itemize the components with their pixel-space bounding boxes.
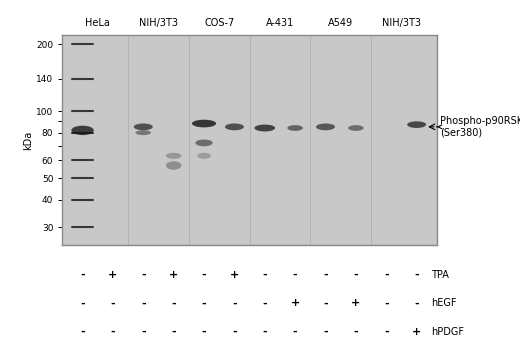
Text: COS-7: COS-7: [204, 18, 235, 28]
Text: A549: A549: [328, 18, 353, 28]
Text: +: +: [169, 270, 178, 280]
Text: -: -: [323, 270, 328, 280]
Text: -: -: [111, 298, 115, 308]
Ellipse shape: [316, 124, 335, 130]
Text: -: -: [202, 270, 206, 280]
Text: NIH/3T3: NIH/3T3: [139, 18, 178, 28]
Ellipse shape: [166, 161, 181, 170]
Text: -: -: [293, 327, 297, 337]
Text: -: -: [141, 327, 146, 337]
Ellipse shape: [166, 153, 181, 159]
Text: -: -: [111, 327, 115, 337]
Text: TPA: TPA: [431, 270, 449, 280]
Text: -: -: [172, 298, 176, 308]
Text: +: +: [291, 298, 300, 308]
Text: -: -: [80, 298, 85, 308]
Ellipse shape: [71, 126, 94, 135]
Text: +: +: [412, 327, 421, 337]
Text: -: -: [414, 298, 419, 308]
Ellipse shape: [225, 124, 244, 130]
Ellipse shape: [136, 130, 151, 135]
Text: -: -: [384, 270, 388, 280]
Text: -: -: [232, 298, 237, 308]
Text: hPDGF: hPDGF: [431, 327, 464, 337]
Text: -: -: [232, 327, 237, 337]
Text: HeLa: HeLa: [85, 18, 110, 28]
Ellipse shape: [348, 125, 363, 131]
Ellipse shape: [134, 124, 153, 130]
Text: A-431: A-431: [266, 18, 294, 28]
Text: -: -: [354, 270, 358, 280]
Text: -: -: [141, 298, 146, 308]
Text: -: -: [202, 327, 206, 337]
Ellipse shape: [288, 125, 303, 131]
Text: -: -: [384, 298, 388, 308]
Ellipse shape: [254, 125, 275, 132]
Ellipse shape: [192, 120, 216, 127]
Text: -: -: [323, 298, 328, 308]
Text: -: -: [323, 327, 328, 337]
Text: -: -: [172, 327, 176, 337]
Text: NIH/3T3: NIH/3T3: [382, 18, 421, 28]
Text: -: -: [384, 327, 388, 337]
Text: -: -: [263, 298, 267, 308]
Ellipse shape: [197, 153, 211, 159]
Text: -: -: [293, 270, 297, 280]
Text: -: -: [80, 270, 85, 280]
Text: -: -: [141, 270, 146, 280]
Text: -: -: [263, 270, 267, 280]
Text: +: +: [352, 298, 360, 308]
Text: +: +: [230, 270, 239, 280]
Text: -: -: [414, 270, 419, 280]
Text: +: +: [108, 270, 118, 280]
Text: -: -: [354, 327, 358, 337]
Text: -: -: [202, 298, 206, 308]
Ellipse shape: [407, 121, 426, 128]
Text: -: -: [263, 327, 267, 337]
Y-axis label: kDa: kDa: [23, 131, 33, 150]
Text: Phospho-p90RSK
(Ser380): Phospho-p90RSK (Ser380): [437, 116, 520, 138]
Ellipse shape: [196, 140, 213, 146]
Text: -: -: [80, 327, 85, 337]
Text: hEGF: hEGF: [431, 298, 457, 308]
